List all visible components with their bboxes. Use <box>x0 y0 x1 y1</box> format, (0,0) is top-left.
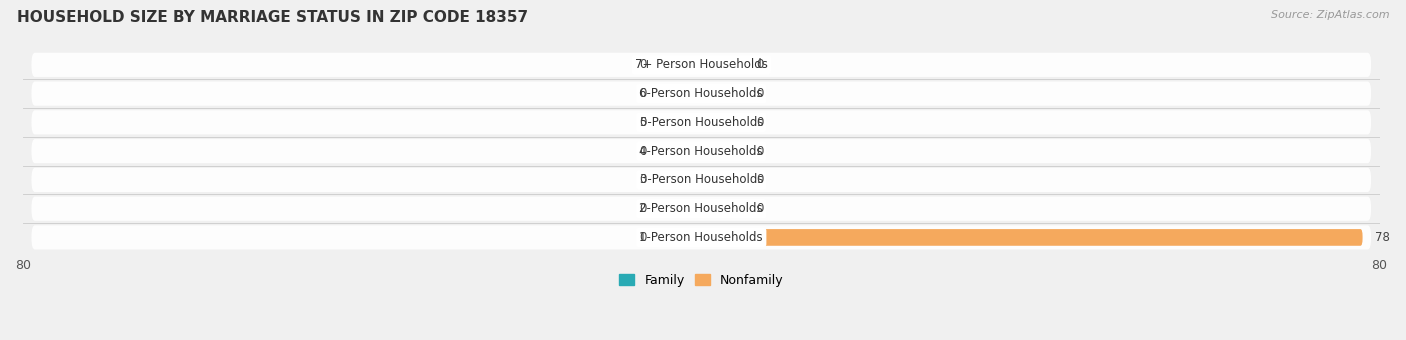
FancyBboxPatch shape <box>31 225 1371 250</box>
Text: 0: 0 <box>638 231 647 244</box>
FancyBboxPatch shape <box>702 114 744 131</box>
Text: 7+ Person Households: 7+ Person Households <box>636 58 768 71</box>
Text: 4-Person Households: 4-Person Households <box>640 144 763 158</box>
Text: 0: 0 <box>638 202 647 215</box>
Text: 0: 0 <box>756 202 763 215</box>
Text: 0: 0 <box>756 58 763 71</box>
FancyBboxPatch shape <box>659 200 702 217</box>
Text: 0: 0 <box>638 87 647 100</box>
FancyBboxPatch shape <box>659 85 702 102</box>
FancyBboxPatch shape <box>31 139 1371 163</box>
Text: 0: 0 <box>638 173 647 186</box>
Text: 0: 0 <box>756 87 763 100</box>
Text: 1-Person Households: 1-Person Households <box>640 231 763 244</box>
FancyBboxPatch shape <box>659 229 702 246</box>
FancyBboxPatch shape <box>702 200 744 217</box>
FancyBboxPatch shape <box>31 197 1371 221</box>
FancyBboxPatch shape <box>702 85 744 102</box>
Legend: Family, Nonfamily: Family, Nonfamily <box>614 269 789 292</box>
FancyBboxPatch shape <box>31 110 1371 134</box>
Text: 2-Person Households: 2-Person Households <box>640 202 763 215</box>
Text: 0: 0 <box>638 144 647 158</box>
Text: 6-Person Households: 6-Person Households <box>640 87 763 100</box>
FancyBboxPatch shape <box>702 172 744 188</box>
Text: 0: 0 <box>756 173 763 186</box>
Text: HOUSEHOLD SIZE BY MARRIAGE STATUS IN ZIP CODE 18357: HOUSEHOLD SIZE BY MARRIAGE STATUS IN ZIP… <box>17 10 529 25</box>
FancyBboxPatch shape <box>659 114 702 131</box>
FancyBboxPatch shape <box>31 82 1371 106</box>
FancyBboxPatch shape <box>659 172 702 188</box>
Text: 3-Person Households: 3-Person Households <box>640 173 763 186</box>
FancyBboxPatch shape <box>702 143 744 159</box>
Text: 5-Person Households: 5-Person Households <box>640 116 763 129</box>
FancyBboxPatch shape <box>702 56 744 73</box>
Text: 0: 0 <box>638 58 647 71</box>
Text: 0: 0 <box>756 144 763 158</box>
FancyBboxPatch shape <box>659 56 702 73</box>
FancyBboxPatch shape <box>31 53 1371 77</box>
FancyBboxPatch shape <box>31 168 1371 192</box>
Text: Source: ZipAtlas.com: Source: ZipAtlas.com <box>1271 10 1389 20</box>
FancyBboxPatch shape <box>702 229 1362 246</box>
FancyBboxPatch shape <box>659 143 702 159</box>
Text: 0: 0 <box>638 116 647 129</box>
Text: 78: 78 <box>1375 231 1391 244</box>
Text: 0: 0 <box>756 116 763 129</box>
